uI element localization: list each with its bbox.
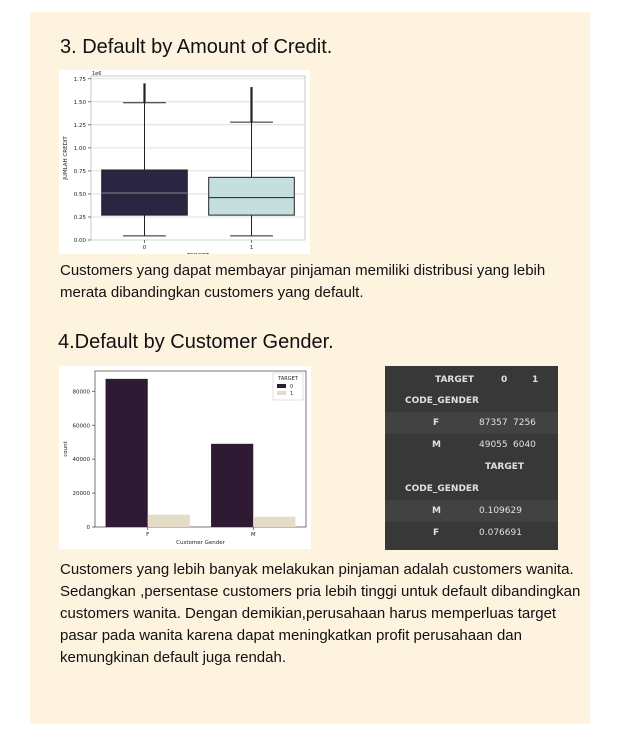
y-tick-label: 0.00 <box>74 238 87 244</box>
section-3-paragraph: Customers yang dapat membayar pinjaman m… <box>60 262 546 301</box>
credit-boxplot: 0.00 0.25 0.50 0.75 1.00 1.25 1.50 1.75 1e6 JUMLA… <box>59 70 310 259</box>
row-value-0: 49055 <box>479 440 508 450</box>
table2-col-target: TARGET <box>485 462 525 472</box>
y-axis-label: JUMLAH CREDIT <box>63 136 69 181</box>
table1-header-row: TARGET 0 1 <box>385 369 558 391</box>
table1-col-target: TARGET <box>435 375 475 385</box>
row-value-0: 0.076691 <box>479 528 522 538</box>
table1-row-f: F 87357 7256 <box>385 412 558 434</box>
y-tick-label: 40000 <box>73 457 91 463</box>
row-label: M <box>432 440 441 450</box>
y-tick-label: 20000 <box>73 491 91 497</box>
section-4-heading: 4.Default by Customer Gender. <box>58 331 334 353</box>
gender-barplot-svg: 0 20000 40000 60000 80000 count F M Customer Gen… <box>63 370 307 546</box>
bar <box>147 514 190 527</box>
y-tick-label: 1.75 <box>74 77 87 83</box>
section-3-heading: 3. Default by Amount of Credit. <box>60 36 333 58</box>
gender-barplot: 0 20000 40000 60000 80000 count F M Customer Gen… <box>59 366 311 549</box>
bar <box>253 516 296 527</box>
table2-index-name: CODE_GENDER <box>405 484 479 494</box>
y-tick-label: 80000 <box>73 389 91 395</box>
table1-col-0: 0 <box>501 375 508 385</box>
y-tick-label: 0.25 <box>74 215 87 221</box>
legend-label: 1 <box>290 391 293 397</box>
y-tick-label: 0 <box>87 525 91 531</box>
x-axis-label: TARGET <box>186 253 209 254</box>
x-tick-label: M <box>251 532 256 538</box>
y-tick-label: 1.25 <box>74 123 87 129</box>
x-tick-label: F <box>146 532 149 538</box>
bar <box>211 443 254 527</box>
box <box>208 176 295 216</box>
table1-index-name: CODE_GENDER <box>405 396 479 406</box>
x-axis-label: Customer Gender <box>176 540 225 546</box>
y-tick-label: 1.50 <box>74 100 87 106</box>
y-tick-label: 0.75 <box>74 169 87 175</box>
row-value-0: 0.109629 <box>479 506 522 516</box>
scale-label: 1e6 <box>92 71 101 77</box>
y-tick-label: 0.50 <box>74 192 87 198</box>
table1-index-row: CODE_GENDER <box>385 390 558 412</box>
row-label: F <box>433 418 440 428</box>
y-tick-label: 1.00 <box>74 146 87 152</box>
legend-swatch <box>277 391 286 395</box>
row-label: F <box>433 528 440 538</box>
x-tick-label: 0 <box>143 245 147 251</box>
credit-boxplot-svg: 0.00 0.25 0.50 0.75 1.00 1.25 1.50 1.75 1e6 JUMLA… <box>63 71 306 259</box>
row-label: M <box>432 506 441 516</box>
legend-label: 0 <box>290 384 293 390</box>
gender-tables: TARGET 0 1 CODE_GENDER F 87357 7256 M 49… <box>385 366 558 550</box>
row-value-1: 7256 <box>513 418 536 428</box>
x-tick-label: 1 <box>250 245 254 251</box>
table2-header-row: TARGET <box>385 456 558 478</box>
row-value-0: 87357 <box>479 418 508 428</box>
bar <box>105 378 148 527</box>
row-value-1: 6040 <box>513 440 536 450</box>
y-tick-label: 60000 <box>73 423 91 429</box>
table2-row-m: M 0.109629 <box>385 500 558 522</box>
legend-title: TARGET <box>277 376 299 382</box>
table2-row-f: F 0.076691 <box>385 522 558 544</box>
legend-swatch <box>277 384 286 388</box>
section-4-paragraph: Customers yang lebih banyak melakukan pi… <box>60 561 581 666</box>
y-axis-label: count <box>63 440 69 456</box>
table1-col-1: 1 <box>532 375 539 385</box>
table2-index-row: CODE_GENDER <box>385 478 558 500</box>
table1-row-m: M 49055 6040 <box>385 434 558 456</box>
